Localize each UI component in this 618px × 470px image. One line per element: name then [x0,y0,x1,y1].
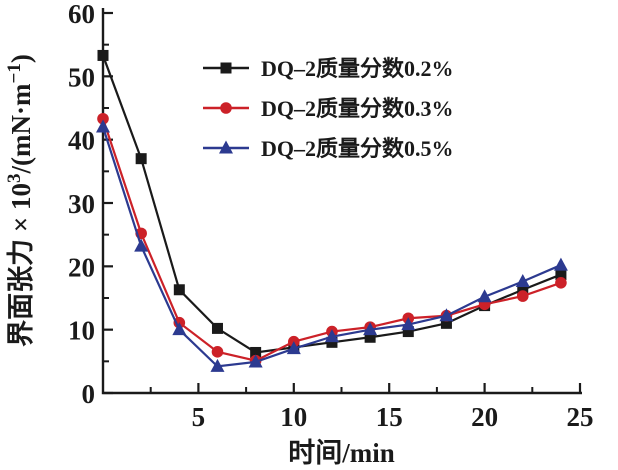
series-2-marker [248,354,263,368]
legend-label: DQ–2质量分数0.2% [261,56,454,81]
x-tick-label: 15 [376,402,403,432]
series-1-marker [516,290,529,302]
y-tick-label: 20 [68,252,95,282]
x-tick-label: 20 [471,402,498,432]
series-0-marker [135,153,147,165]
series-1-marker [97,112,109,125]
series-0-marker [250,346,262,358]
series-0-marker [364,331,376,343]
series-2-marker [439,308,454,322]
series-2-marker [134,238,149,252]
legend-marker [220,102,232,114]
series-0-marker [440,317,452,329]
series-0-marker [326,336,338,348]
y-tick-label: 30 [68,189,95,219]
series-0-marker [517,284,529,296]
x-tick-label: 5 [192,402,206,432]
series-0-marker [97,49,109,61]
legend-label: DQ–2质量分数0.3% [261,96,454,121]
x-tick-label: 10 [280,402,307,432]
y-tick-label: 40 [68,126,95,156]
series-1-marker [555,277,567,289]
series-2-marker [553,257,568,271]
series-2-marker [286,341,301,355]
legend-marker [220,62,232,74]
series-2-marker [401,317,416,331]
series-2-marker [96,119,110,133]
y-tick-label: 10 [68,316,95,346]
legend-label: DQ–2质量分数0.5% [261,136,454,161]
series-2-marker [477,289,492,303]
series-2-marker [363,322,378,336]
series-2-marker [515,274,530,288]
series-0-marker [173,284,185,296]
series-0-marker [211,322,223,334]
y-axis-title: 界面张力 × 103/(mN·m−1) [4,54,36,347]
series-1-marker [211,346,224,358]
x-tick-label: 25 [567,402,594,432]
x-axis-title: 时间/min [288,438,395,468]
series-2-marker [172,322,187,336]
y-tick-label: 50 [68,62,95,92]
series-2-marker [324,329,339,343]
series-0-marker [555,269,567,281]
series-2-marker [210,358,225,372]
legend-marker [219,140,233,154]
y-tick-label: 60 [68,0,95,29]
series-0-marker [402,326,414,338]
y-tick-label: 0 [82,379,96,409]
